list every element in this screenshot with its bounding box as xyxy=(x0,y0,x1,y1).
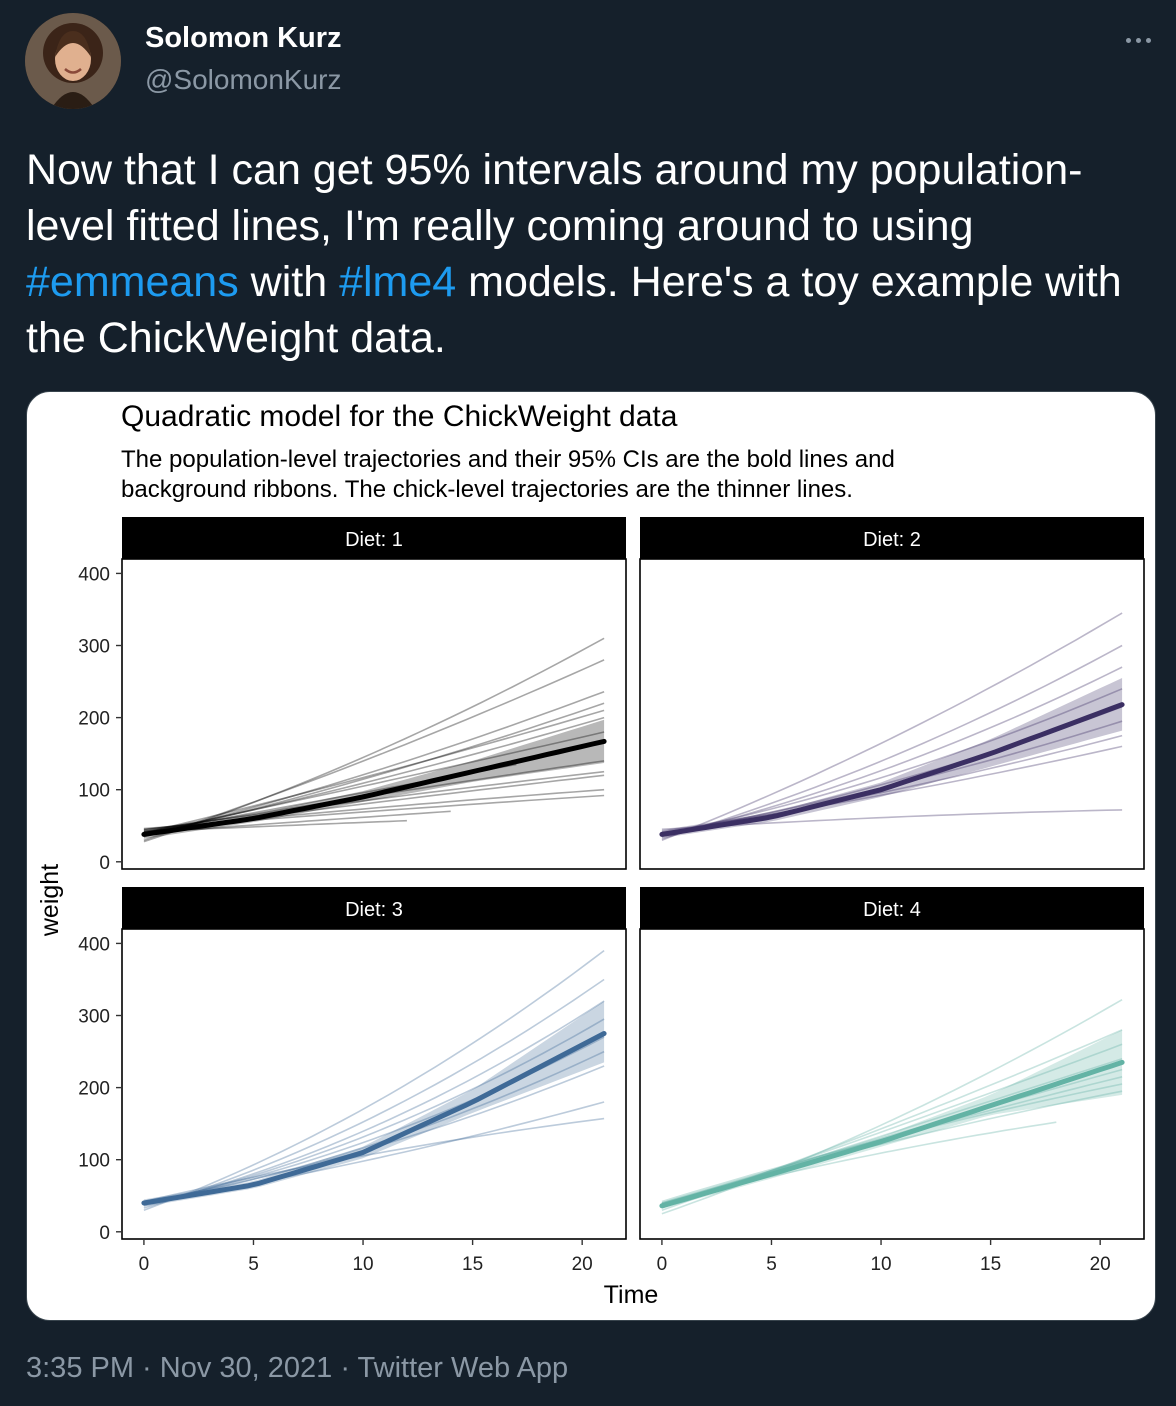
panel-border xyxy=(639,928,1145,1240)
chick-trajectory-line xyxy=(143,702,605,837)
facet-strip-label: Diet: 1 xyxy=(345,529,403,551)
facet-strip xyxy=(122,887,626,929)
tweet-time[interactable]: 3:35 PM xyxy=(26,1352,134,1384)
chick-trajectory-line xyxy=(143,637,605,843)
x-tick-label: 15 xyxy=(462,1254,483,1275)
chick-trajectory-line xyxy=(143,978,605,1209)
x-tick-label: 5 xyxy=(248,1254,259,1275)
panel-border xyxy=(121,558,627,870)
population-trajectory-line xyxy=(659,1059,1125,1209)
chick-trajectory-line xyxy=(661,612,1123,841)
chart-title: Quadratic model for the ChickWeight data xyxy=(121,400,678,433)
chart-subtitle-line-2: background ribbons. The chick-level traj… xyxy=(121,476,853,503)
chick-trajectory-line xyxy=(661,745,1123,833)
x-tick-label: 20 xyxy=(1090,1254,1111,1275)
chick-trajectory-line xyxy=(143,716,605,836)
y-tick-label: 200 xyxy=(78,709,110,730)
chick-trajectory-line xyxy=(143,690,605,838)
x-tick-label: 0 xyxy=(139,1254,150,1275)
chick-trajectory-line xyxy=(143,949,605,1211)
tweet-text-part-3: models. Here's a toy example with the Ch… xyxy=(26,258,1122,362)
chick-trajectory-line xyxy=(143,770,605,831)
facet-strip-label: Diet: 4 xyxy=(863,899,921,921)
x-tick-label: 20 xyxy=(572,1254,593,1275)
x-tick-label: 15 xyxy=(980,1254,1001,1275)
chick-trajectory-line xyxy=(143,1117,605,1203)
y-tick-label: 400 xyxy=(78,564,110,585)
facet-strip xyxy=(640,517,1144,559)
avatar-photo xyxy=(25,13,121,109)
x-axis-title: Time xyxy=(604,1281,659,1309)
chick-trajectory-line xyxy=(143,1050,605,1204)
footer-separator: · xyxy=(332,1352,358,1384)
chick-trajectory-line xyxy=(661,644,1123,840)
population-trajectory-line xyxy=(141,738,607,837)
panel-plot-area xyxy=(659,999,1125,1215)
tweet-footer: 3:35 PM · Nov 30, 2021 · Twitter Web App xyxy=(26,1352,568,1385)
chick-trajectory-line xyxy=(661,688,1123,836)
chick-trajectory-line xyxy=(143,659,605,841)
y-tick-label: 100 xyxy=(78,1151,110,1172)
x-tick-label: 10 xyxy=(352,1254,373,1275)
facet-strip xyxy=(122,517,626,559)
y-tick-label: 400 xyxy=(78,934,110,955)
y-tick-label: 0 xyxy=(99,1223,110,1244)
population-trajectory-line xyxy=(659,702,1125,837)
facet-strip-label: Diet: 2 xyxy=(863,529,921,551)
population-trajectory-line xyxy=(141,1031,607,1206)
ci-ribbon xyxy=(661,677,1123,838)
tweet-text-part-1: Now that I can get 95% intervals around … xyxy=(26,146,1083,250)
more-options-icon[interactable] xyxy=(1118,22,1158,58)
facet-strip xyxy=(640,887,1144,929)
chick-trajectory-line xyxy=(143,1000,605,1207)
y-tick-label: 300 xyxy=(78,1007,110,1028)
y-tick-label: 100 xyxy=(78,781,110,802)
facet-strip-label: Diet: 3 xyxy=(345,899,403,921)
chick-trajectory-line xyxy=(143,1018,605,1206)
tweet-text-part-2: with xyxy=(238,258,340,306)
y-tick-label: 0 xyxy=(99,853,110,874)
panel-plot-area xyxy=(659,612,1125,841)
panel-border xyxy=(121,928,627,1240)
tweet-date[interactable]: Nov 30, 2021 xyxy=(159,1352,333,1384)
author-handle[interactable]: @SolomonKurz xyxy=(145,64,342,95)
x-tick-label: 10 xyxy=(870,1254,891,1275)
avatar[interactable] xyxy=(25,13,121,109)
chick-trajectory-line xyxy=(143,709,605,834)
footer-separator: · xyxy=(134,1352,160,1384)
hashtag-lme4[interactable]: #lme4 xyxy=(339,258,457,306)
panel-plot-area xyxy=(141,949,607,1211)
author-name[interactable]: Solomon Kurz xyxy=(145,22,342,54)
chick-trajectory-line xyxy=(661,1068,1123,1206)
tweet-image[interactable]: Quadratic model for the ChickWeight data… xyxy=(26,391,1156,1321)
x-tick-label: 5 xyxy=(766,1254,777,1275)
tweet-source-app[interactable]: Twitter Web App xyxy=(357,1352,569,1384)
x-tick-label: 0 xyxy=(657,1254,668,1275)
panel-border xyxy=(639,558,1145,870)
y-axis-title: weight xyxy=(36,864,64,937)
y-tick-label: 300 xyxy=(78,637,110,658)
y-tick-label: 200 xyxy=(78,1079,110,1100)
tweet-text: Now that I can get 95% intervals around … xyxy=(26,142,1146,366)
panel-plot-area xyxy=(141,637,607,843)
chart: Quadratic model for the ChickWeight data… xyxy=(36,400,1145,1309)
chart-subtitle-line-1: The population-level trajectories and th… xyxy=(121,446,895,473)
hashtag-emmeans[interactable]: #emmeans xyxy=(26,258,239,306)
chick-trajectory-line xyxy=(661,666,1123,838)
chick-trajectory-line xyxy=(143,731,605,834)
